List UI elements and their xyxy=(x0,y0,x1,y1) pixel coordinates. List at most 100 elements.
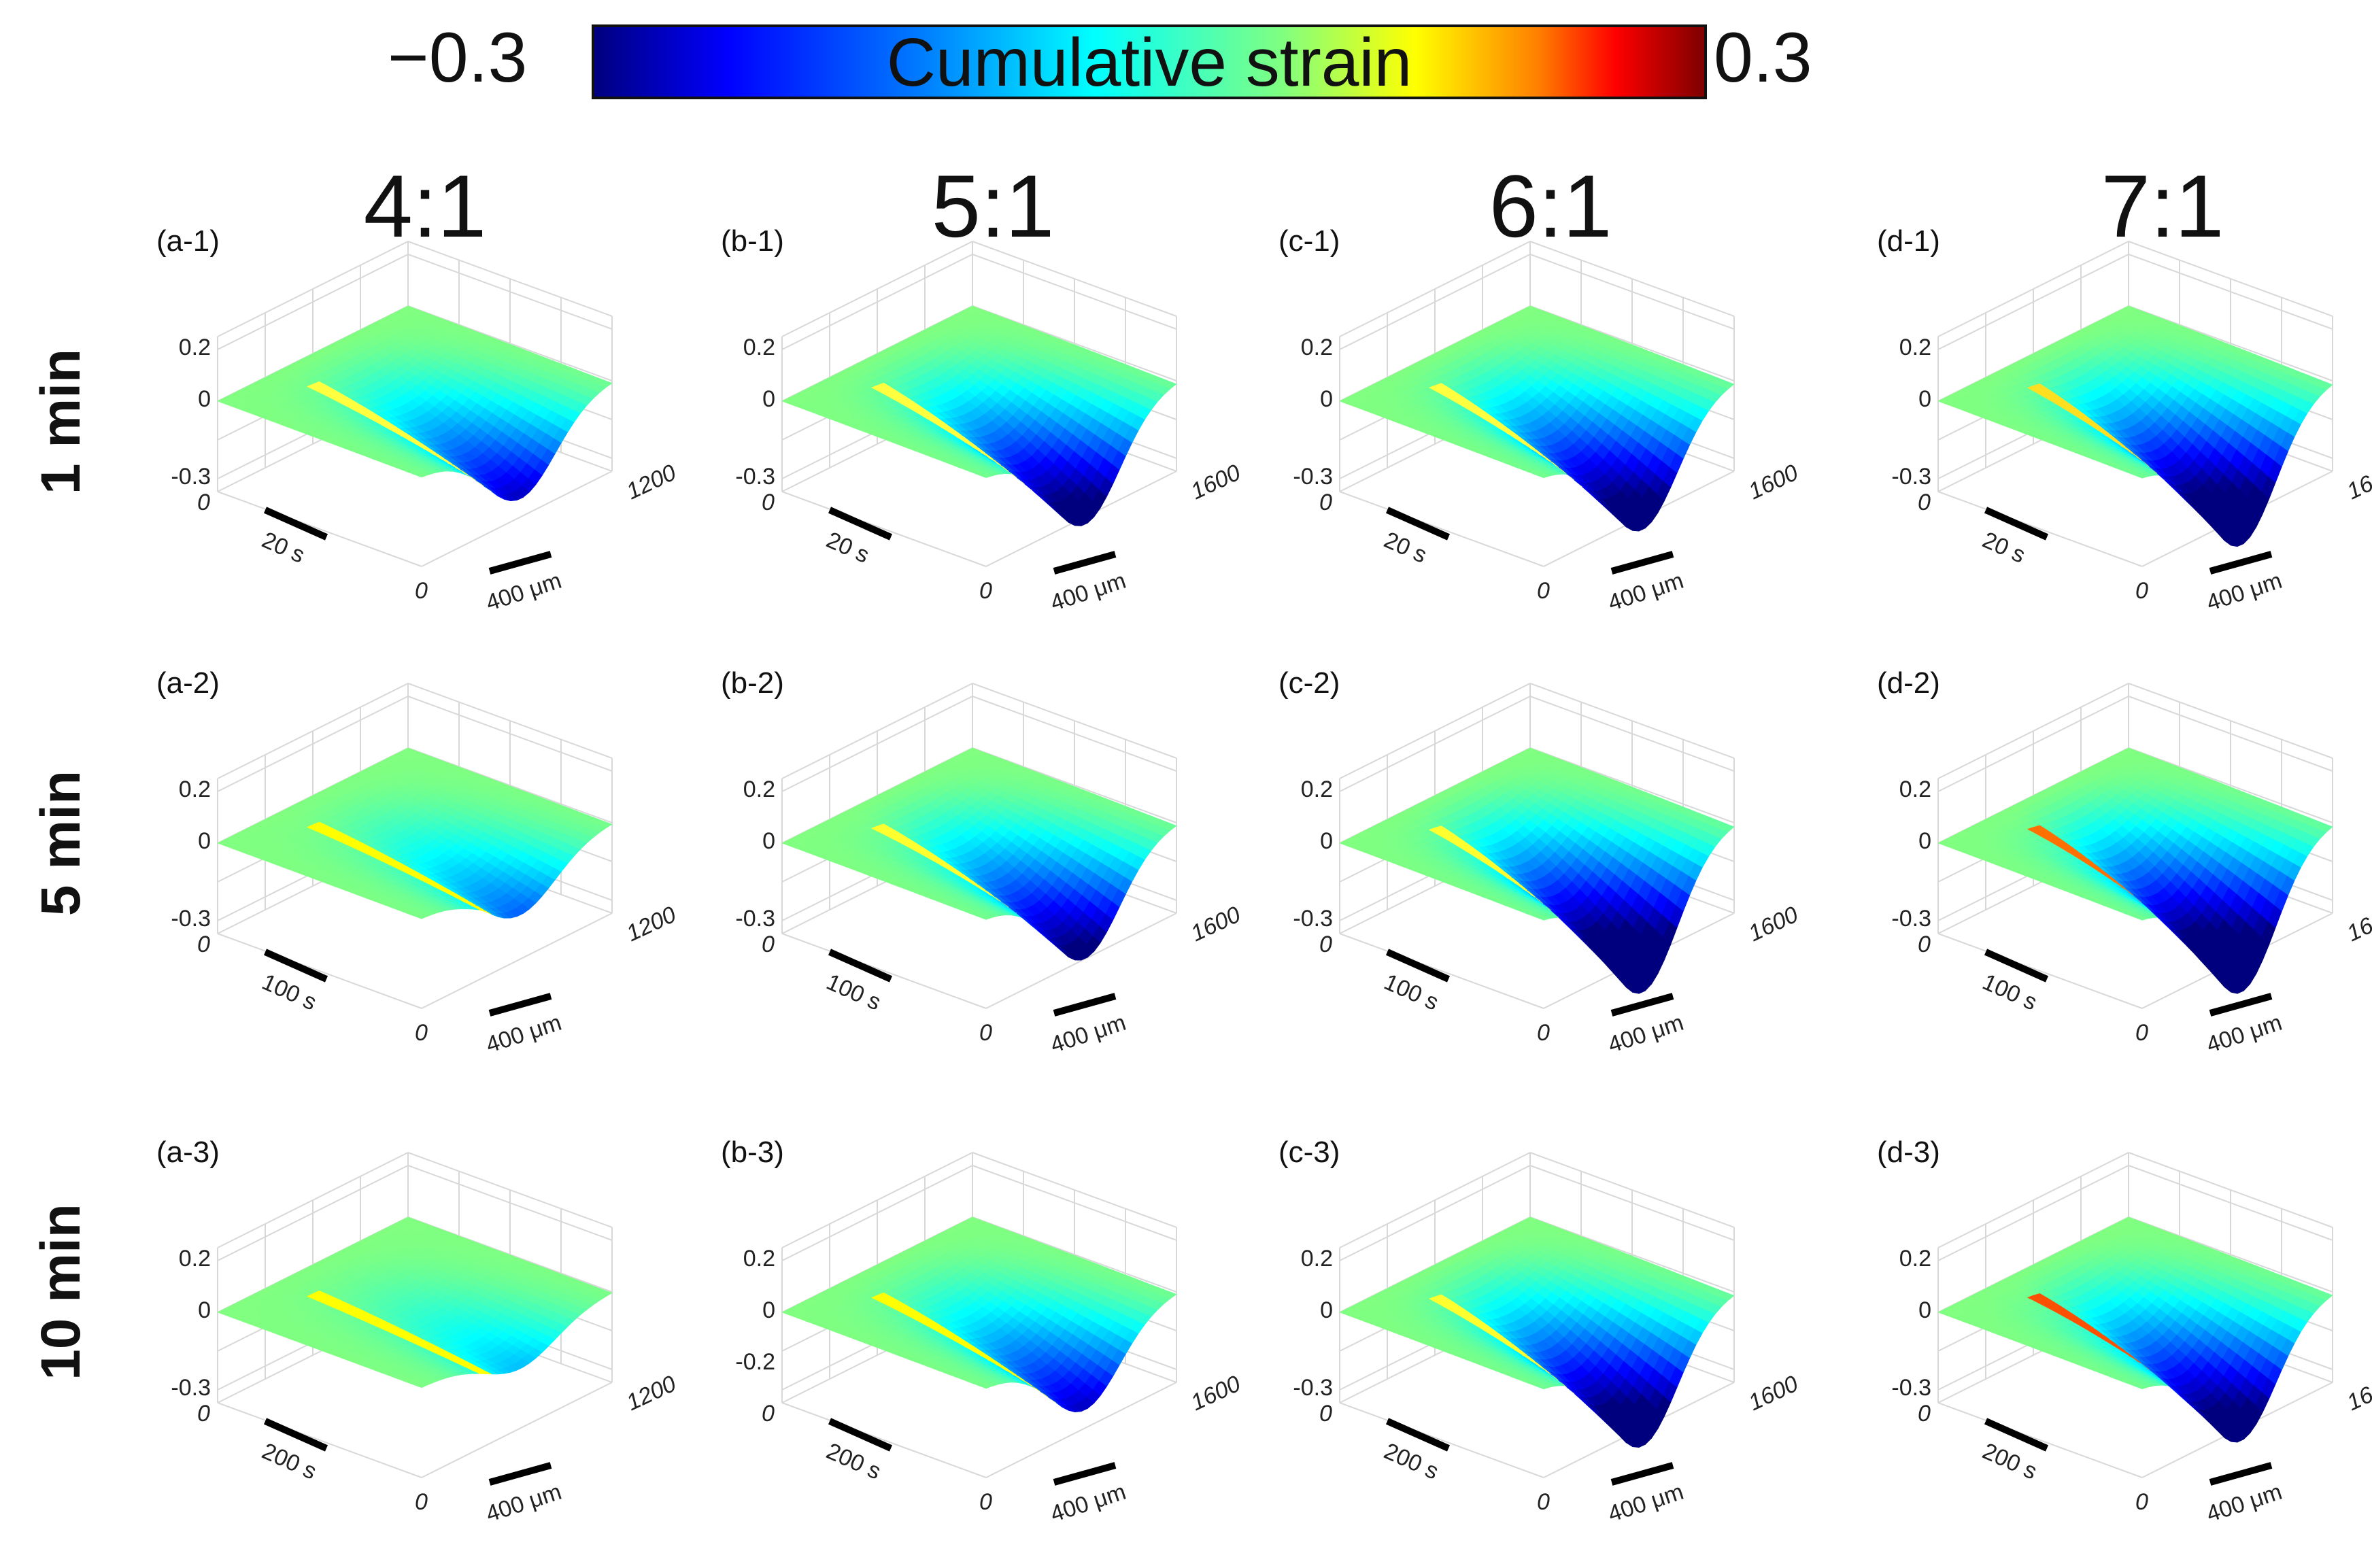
time-scale-bar xyxy=(1984,1418,2049,1452)
panel-d-3: (d-3) 0.2 0 -0.3 0 0 1600 200 s 400 μm xyxy=(1877,1136,2372,1557)
z-tick-label: -0.3 xyxy=(171,906,211,932)
scale-bars xyxy=(828,1418,1117,1486)
strain-surface xyxy=(1937,305,2333,547)
z-tick-label: -0.3 xyxy=(1293,1375,1333,1401)
position-axis-zero: 0 xyxy=(2135,578,2148,604)
z-tick-label: -0.3 xyxy=(171,464,211,490)
z-tick-label: -0.2 xyxy=(735,1349,775,1375)
panel-label: (a-2) xyxy=(156,666,220,700)
strain-surface xyxy=(1339,747,1735,994)
panel-c-2: (c-2) 0.2 0 -0.3 0 0 1600 100 s 400 μm xyxy=(1278,666,1863,1088)
z-tick-label: 0.2 xyxy=(178,777,211,802)
surface-plot xyxy=(1339,241,1735,575)
panel-a-1: (a-1) 0.2 0 -0.3 0 0 1200 20 s 400 μm xyxy=(156,224,741,646)
strain-surface xyxy=(1339,1216,1735,1448)
z-tick-label: 0.2 xyxy=(743,335,775,360)
position-axis-zero: 0 xyxy=(2135,1489,2148,1515)
z-tick-label: 0 xyxy=(1320,386,1333,412)
scale-bars xyxy=(263,949,552,1017)
z-tick-label: -0.3 xyxy=(735,906,775,932)
z-tick-label: -0.3 xyxy=(1891,464,1931,490)
panel-label: (a-1) xyxy=(156,224,220,258)
row-header-1-min: 1 min xyxy=(30,348,92,495)
position-axis-zero: 0 xyxy=(415,578,428,604)
surface-plot xyxy=(1937,1152,2333,1486)
position-axis-zero: 0 xyxy=(415,1020,428,1046)
scale-bars xyxy=(1984,507,2273,575)
scale-bars xyxy=(828,507,1117,575)
strain-surface xyxy=(781,1216,1177,1413)
z-tick-label: -0.3 xyxy=(1293,464,1333,490)
position-scale-bar xyxy=(1053,551,1117,575)
scale-bars xyxy=(828,949,1117,1017)
time-scale-bar xyxy=(263,1418,328,1452)
surface-plot xyxy=(1937,683,2333,1017)
time-scale-bar xyxy=(1984,949,2049,983)
panel-label: (d-1) xyxy=(1877,224,1940,258)
z-tick-label: 0.2 xyxy=(1899,335,1931,360)
position-axis-zero: 0 xyxy=(979,1020,992,1046)
z-tick-label: 0 xyxy=(198,828,211,854)
surface-plot xyxy=(781,1152,1177,1486)
position-scale-bar xyxy=(2209,551,2273,575)
position-scale-bar xyxy=(1053,1462,1117,1486)
time-axis-zero: 0 xyxy=(1319,932,1332,957)
scale-bars xyxy=(1385,949,1674,1017)
panel-label: (b-3) xyxy=(721,1136,784,1169)
time-axis-zero: 0 xyxy=(762,1401,775,1427)
position-scale-bar xyxy=(2209,1462,2273,1486)
strain-surface xyxy=(217,305,613,502)
z-tick-label: -0.3 xyxy=(735,464,775,490)
position-scale-bar xyxy=(1610,1462,1674,1486)
panel-label: (c-3) xyxy=(1278,1136,1340,1169)
strain-surface xyxy=(217,747,613,919)
z-tick-label: -0.3 xyxy=(171,1375,211,1401)
panel-d-2: (d-2) 0.2 0 -0.3 0 0 1600 100 s 400 μm xyxy=(1877,666,2372,1088)
panel-c-3: (c-3) 0.2 0 -0.3 0 0 1600 200 s 400 μm xyxy=(1278,1136,1863,1557)
row-header-10-min: 10 min xyxy=(30,1204,92,1380)
time-scale-bar xyxy=(1984,507,2049,541)
scale-bars xyxy=(263,1418,552,1486)
surface-plot xyxy=(781,683,1177,1017)
panel-a-2: (a-2) 0.2 0 -0.3 0 0 1200 100 s 400 μm xyxy=(156,666,741,1088)
surface-plot xyxy=(217,241,613,575)
z-tick-label: 0 xyxy=(198,1297,211,1323)
panel-label: (b-2) xyxy=(721,666,784,700)
z-tick-label: 0.2 xyxy=(1899,1246,1931,1272)
z-tick-label: 0.2 xyxy=(743,1246,775,1272)
z-tick-label: 0.2 xyxy=(743,777,775,802)
panel-d-1: (d-1) 0.2 0 -0.3 0 0 1600 20 s 400 μm xyxy=(1877,224,2372,646)
column-header-6-1: 6:1 xyxy=(1489,156,1612,256)
surface-plot xyxy=(781,241,1177,575)
column-header-5-1: 5:1 xyxy=(931,156,1055,256)
position-axis-zero: 0 xyxy=(979,1489,992,1515)
position-scale-bar xyxy=(2209,993,2273,1017)
surface-plot xyxy=(1339,683,1735,1017)
position-axis-zero: 0 xyxy=(415,1489,428,1515)
z-tick-label: 0 xyxy=(1918,828,1931,854)
position-scale-bar xyxy=(488,551,552,575)
panel-b-3: (b-3) 0.2 0 -0.2 0 0 1600 200 s 400 μm xyxy=(721,1136,1306,1557)
surface-plot xyxy=(217,683,613,1017)
time-axis-zero: 0 xyxy=(197,932,210,957)
panel-b-1: (b-1) 0.2 0 -0.3 0 0 1600 20 s 400 μm xyxy=(721,224,1306,646)
time-scale-bar xyxy=(1385,507,1451,541)
z-tick-label: 0 xyxy=(1320,1297,1333,1323)
time-scale-bar xyxy=(1385,1418,1451,1452)
strain-surface xyxy=(1339,305,1735,532)
z-tick-label: 0.2 xyxy=(1300,1246,1333,1272)
z-tick-label: 0 xyxy=(198,386,211,412)
z-tick-label: 0.2 xyxy=(1300,335,1333,360)
position-axis-zero: 0 xyxy=(979,578,992,604)
z-tick-label: 0 xyxy=(1320,828,1333,854)
colorbar: Cumulative strain xyxy=(592,24,1707,99)
panel-label: (c-2) xyxy=(1278,666,1340,700)
colorbar-title: Cumulative strain xyxy=(886,24,1412,101)
z-tick-label: 0.2 xyxy=(178,1246,211,1272)
time-axis-zero: 0 xyxy=(1918,932,1931,957)
scale-bars xyxy=(263,507,552,575)
time-axis-zero: 0 xyxy=(1918,1401,1931,1427)
z-tick-label: 0 xyxy=(762,1297,775,1323)
z-tick-label: -0.3 xyxy=(1891,906,1931,932)
